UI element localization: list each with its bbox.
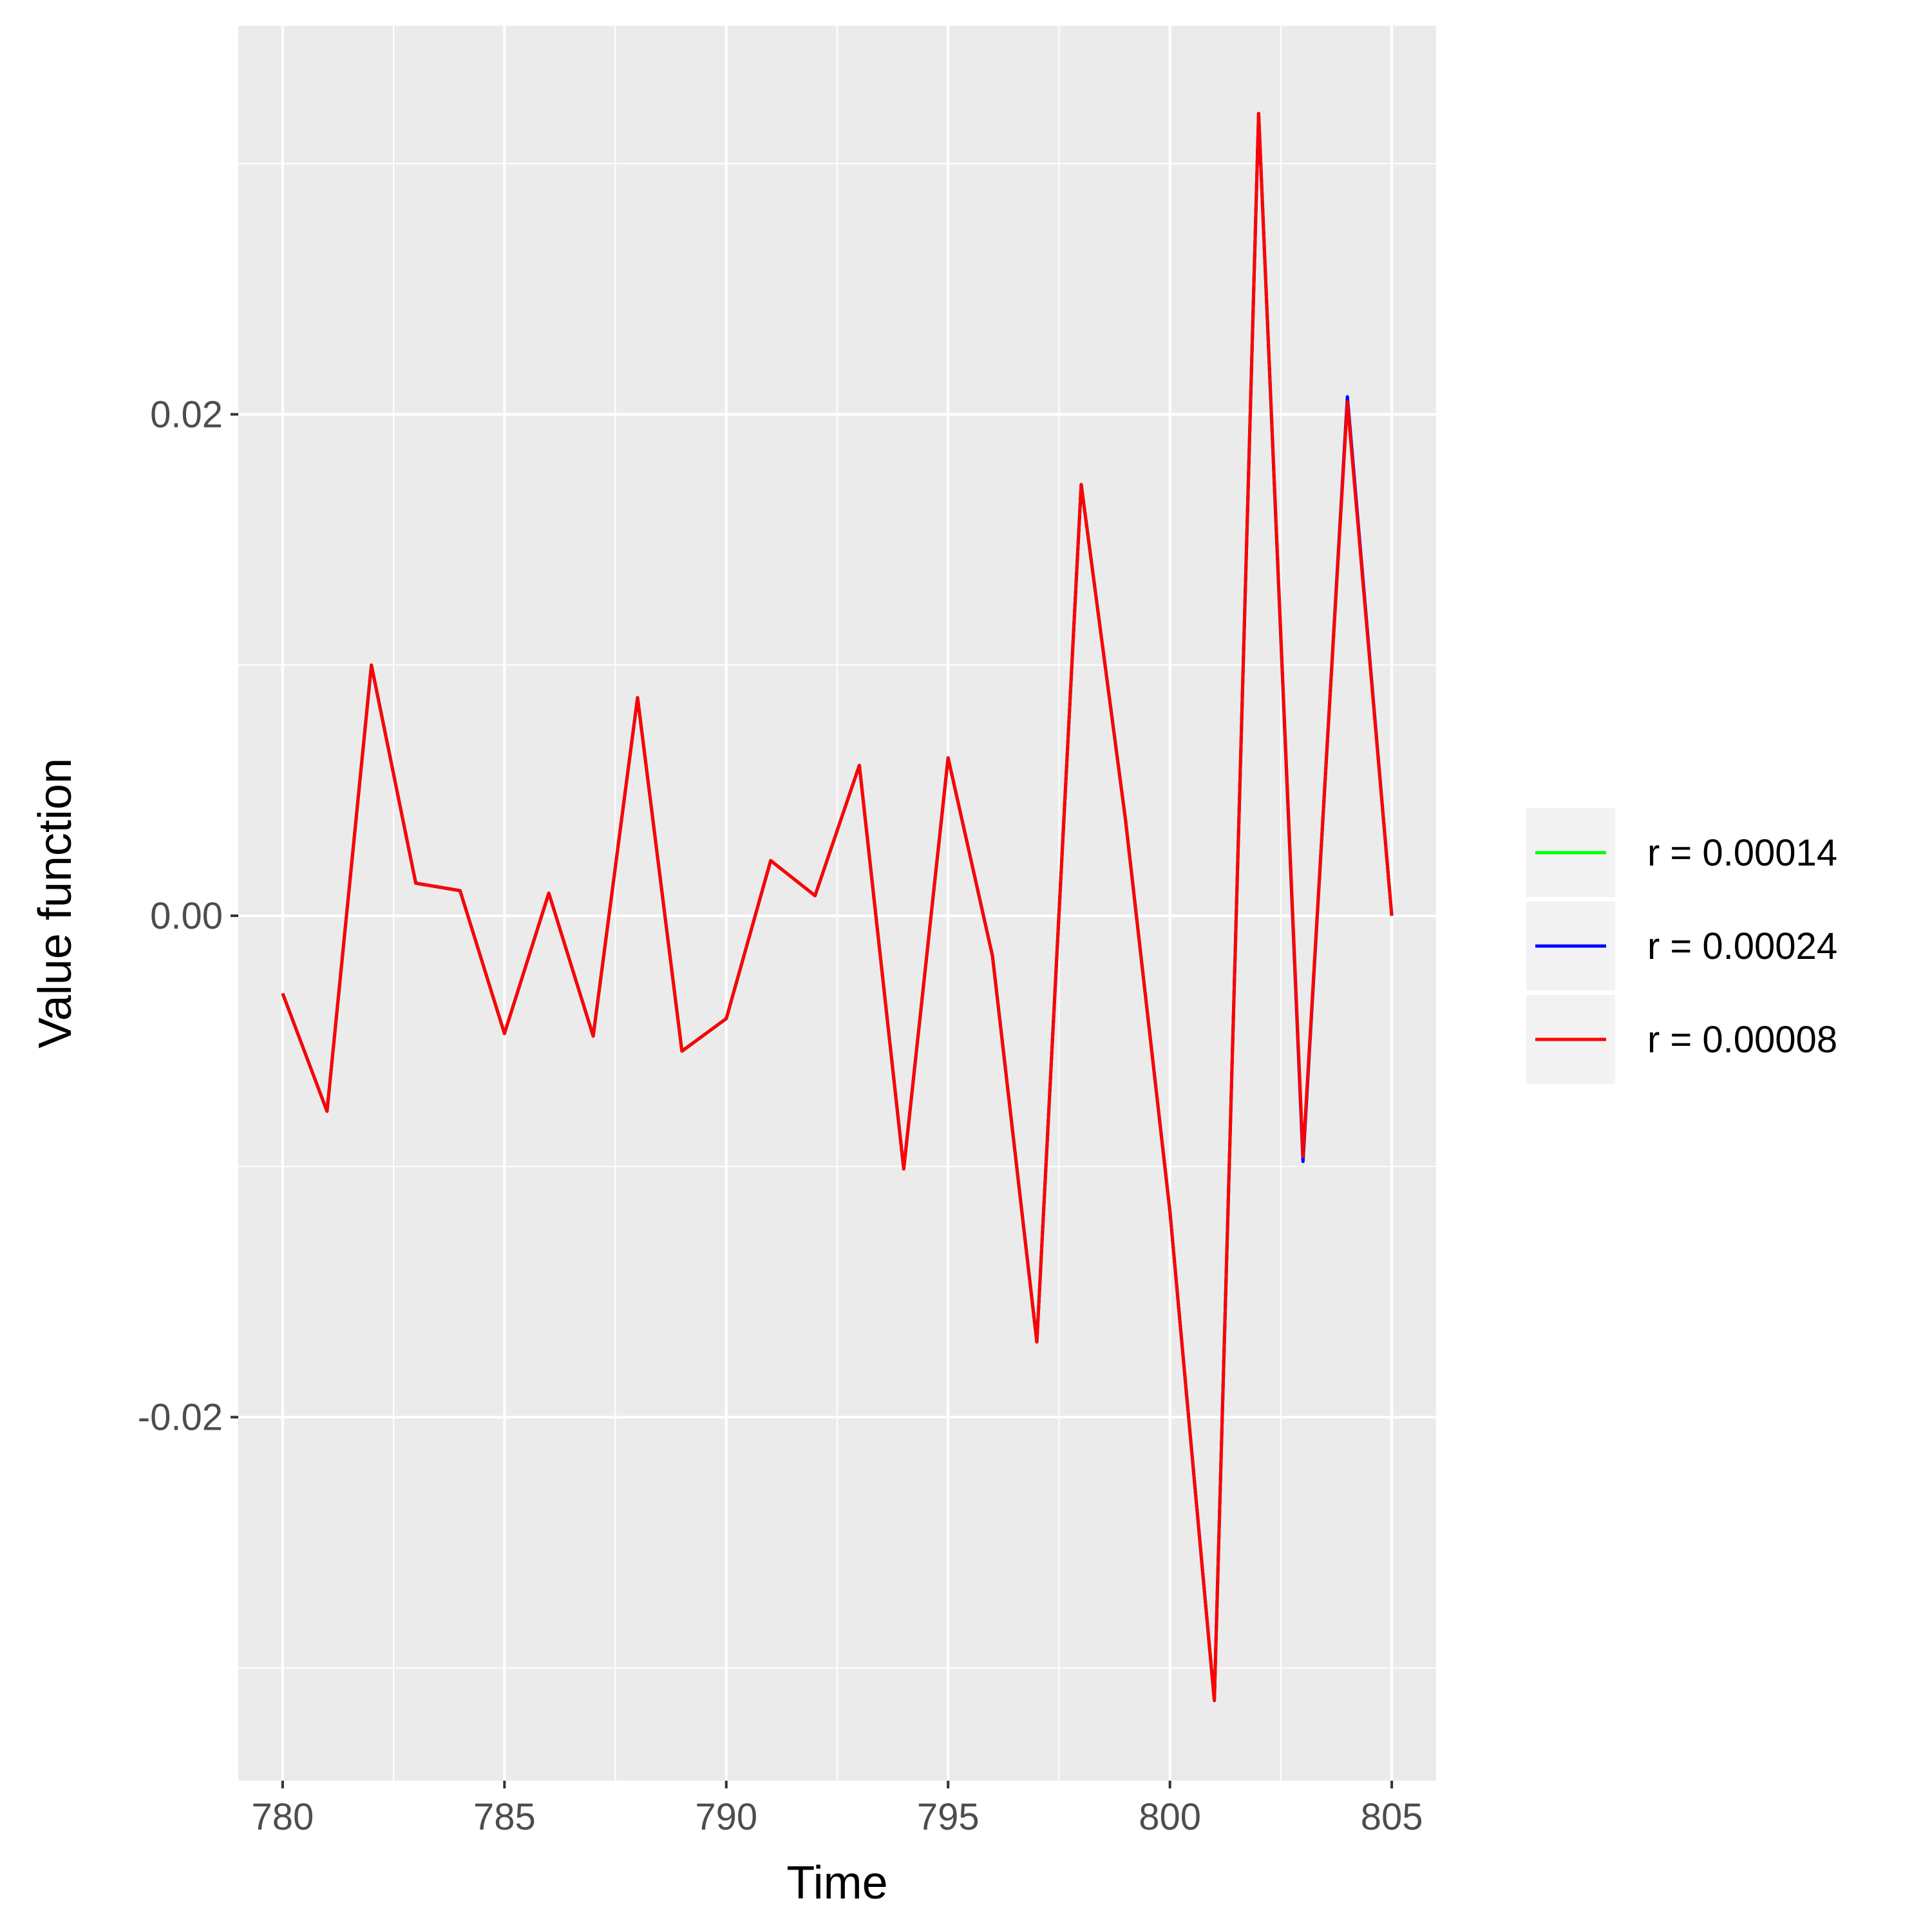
- minor-gridlines: [238, 26, 1436, 1781]
- series-line: [281, 111, 1394, 1702]
- x-tick-label: 780: [251, 1796, 314, 1838]
- y-tick-label: 0.00: [150, 895, 223, 937]
- series-lines: [281, 111, 1394, 1702]
- x-tick-label: 785: [473, 1796, 536, 1838]
- x-tick-label: 790: [695, 1796, 757, 1838]
- legend-label: r = 0.00024: [1647, 925, 1837, 967]
- x-tick-label: 805: [1361, 1796, 1423, 1838]
- legend-label: r = 0.00008: [1647, 1019, 1837, 1061]
- y-tick-label: -0.02: [138, 1397, 223, 1439]
- legend-label: r = 0.00014: [1647, 832, 1837, 874]
- x-axis-title: Time: [786, 1857, 887, 1909]
- y-axis-title: Value function: [30, 758, 81, 1048]
- legend: r = 0.00014 r = 0.00024 r = 0.00008: [1526, 808, 1837, 1084]
- y-axis: -0.02 0.00 0.02: [138, 393, 238, 1439]
- x-tick-label: 795: [917, 1796, 980, 1838]
- x-tick-label: 800: [1139, 1796, 1201, 1838]
- x-axis: 780 785 790 795 800 805: [251, 1781, 1423, 1838]
- y-tick-label: 0.02: [150, 393, 223, 435]
